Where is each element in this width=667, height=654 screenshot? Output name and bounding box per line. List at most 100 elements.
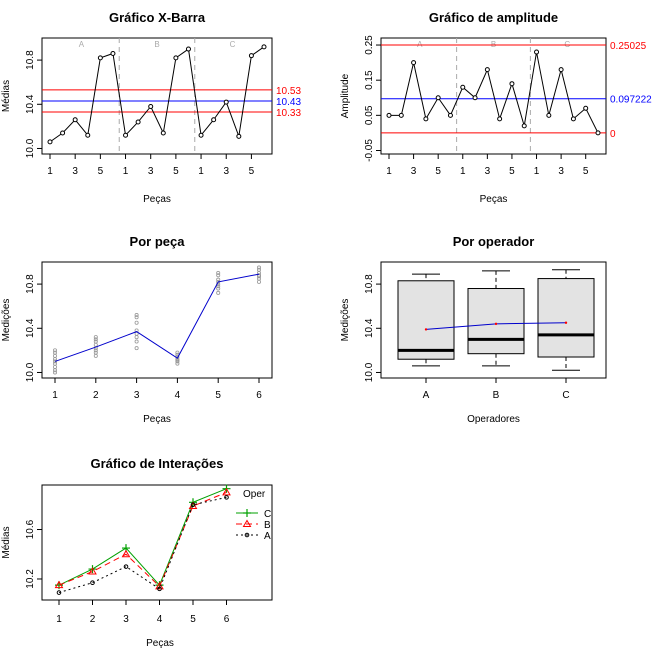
interaction-point-b [222,487,231,496]
bypart-xtick-label: 2 [93,390,99,401]
interaction-ytick-label: 10.6 [25,519,36,539]
byoper-xtick-label: A [423,390,430,401]
interaction-legend-marker [243,509,251,517]
xbar-limit-label-ucl: 10.53 [276,86,301,97]
interaction-xtick-label: 1 [56,614,62,625]
range-point [509,81,515,87]
interaction-point-a [190,502,196,508]
interaction-point-c [88,565,97,574]
range-plot-frame [380,37,607,155]
bypart-point [53,368,58,373]
xbar-point [236,133,242,139]
bypart-xtick-label: 6 [256,390,262,401]
bypart-point [53,370,58,375]
interaction-point-a [90,580,95,585]
byoper-panel: Por operador A B C 10.0 10.4 10.8 Operadores Med… [340,234,607,425]
xbar-point [173,55,179,61]
xbar-point [72,117,78,123]
bypart-point [93,339,98,344]
xbar-point [85,132,91,138]
bypart-point [134,315,139,320]
bypart-point [175,350,180,355]
byoper-title: Por operador [453,234,535,249]
interaction-point-a [157,586,162,592]
range-point [435,95,441,101]
range-point [521,123,527,129]
byoper-ytick-label: 10.4 [364,318,375,338]
byoper-box [397,280,455,360]
byoper-mean-point [424,328,428,331]
bypart-point [93,353,98,358]
range-xtick-label: 3 [411,166,417,177]
interaction-point-b [155,581,164,590]
xbar-point [223,99,229,105]
xbar-limit-label-lcl: 10.33 [276,108,301,119]
range-panel: Gráfico de amplitudeABC0.250250.09722201… [340,10,652,205]
byoper-xtick-label: C [562,390,569,401]
range-xtick-label: 5 [583,166,589,177]
byoper-xlabel: Operadores [467,414,520,425]
xbar-point [135,119,141,125]
bypart-point [53,359,58,364]
bypart-point [93,337,98,342]
xbar-point [198,132,204,138]
interaction-panel: Gráfico de Interações Oper CBA 1 2 3 4 5 6 10.2 10… [1,456,273,649]
interaction-legend-label: C [264,509,271,520]
range-point [546,112,552,118]
bypart-point [256,279,261,284]
xbar-point [185,46,191,52]
xbar-xlabel: Peças [143,194,171,205]
bypart-panel: Por peça 1 2 3 4 5 6 10.0 10.4 10.8 Peças Medições [1,234,273,425]
range-point [398,112,404,118]
interaction-legend: Oper CBA [236,489,271,542]
bypart-point [93,350,98,355]
xbar-group-label: B [154,40,159,49]
range-point [595,130,601,136]
range-xtick-label: 5 [435,166,441,177]
bypart-point [53,364,58,369]
range-point [558,67,564,73]
interaction-xtick-label: 3 [123,614,129,625]
xbar-group-label: C [230,40,236,49]
bypart-xlabel: Peças [143,414,171,425]
bypart-point [53,353,58,358]
byoper-ytick-label: 10.8 [364,274,375,294]
range-limit-label-cl: 0.097222 [610,95,652,106]
interaction-point-a [123,564,129,569]
bypart-point [93,342,98,347]
xbar-plot-frame [41,37,273,155]
xbar-xtick-label: 5 [98,166,104,177]
interaction-legend-marker [244,532,250,538]
bypart-point [216,277,221,282]
bypart-xtick-label: 3 [134,390,140,401]
xbar-point [211,117,217,123]
byoper-ytick-label: 10.0 [364,362,375,382]
range-series-line [389,51,599,134]
range-xtick-label: 1 [386,166,392,177]
range-point [583,105,589,111]
xbar-group-label: A [79,40,85,49]
range-xtick-label: 5 [509,166,515,177]
bypart-ytick-label: 10.8 [25,274,36,294]
byoper-box [467,288,525,355]
interaction-point-b [88,567,97,575]
range-point [472,95,478,101]
xbar-title: Gráfico X-Barra [109,10,206,25]
bypart-point [175,358,180,363]
interaction-legend-marker [242,519,252,527]
bypart-point [216,273,221,278]
range-limit-label-lcl: 0 [610,129,616,140]
range-point [447,112,453,118]
bypart-point [216,290,221,295]
range-xtick-label: 1 [460,166,466,177]
xbar-xtick-label: 1 [123,166,129,177]
xbar-xtick-label: 5 [173,166,179,177]
bypart-point [256,274,261,279]
interaction-xtick-label: 5 [190,614,196,625]
interaction-point-b [121,549,131,558]
bypart-point [53,350,58,355]
interaction-xtick-label: 4 [157,614,163,625]
interaction-series-line-b [58,491,227,588]
